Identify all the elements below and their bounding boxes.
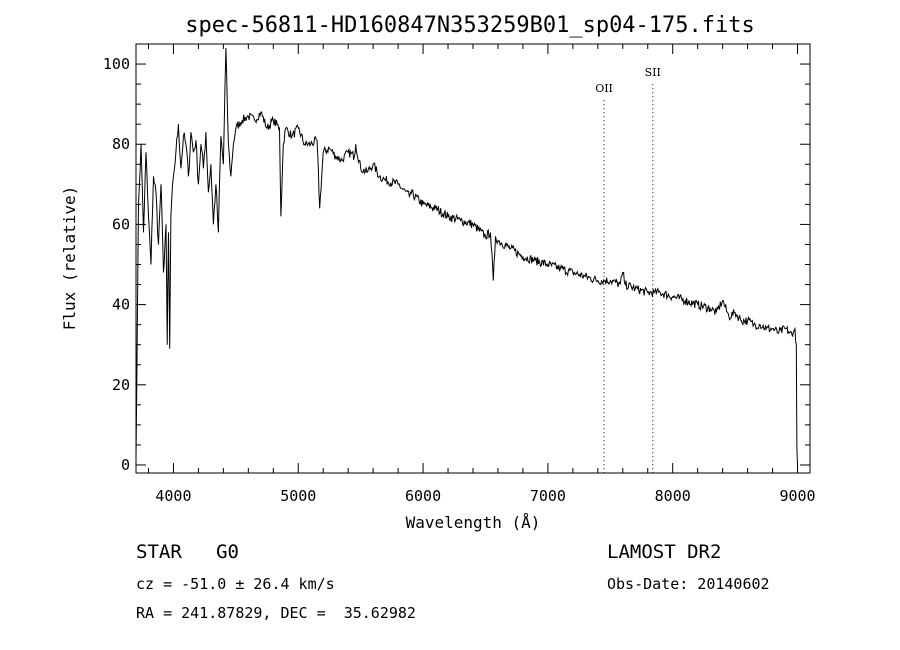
y-tick-label: 100 (103, 55, 130, 73)
x-axis: 4000 5000 6000 7000 8000 9000 (147, 44, 816, 505)
marker-label-sii: SII (645, 66, 661, 79)
y-tick-label: 40 (112, 296, 130, 314)
y-tick-label: 80 (112, 135, 130, 153)
x-tick-label: 7000 (530, 487, 566, 505)
redshift-cz: cz = -51.0 ± 26.4 km/s (136, 575, 335, 593)
y-axis: 0 20 40 60 80 100 (103, 55, 810, 474)
x-tick-label: 4000 (155, 487, 191, 505)
spectrum-line (135, 47, 798, 466)
x-tick-label: 6000 (405, 487, 441, 505)
survey-name: LAMOST DR2 (607, 541, 722, 563)
x-tick-label: 5000 (280, 487, 316, 505)
x-tick-label: 9000 (779, 487, 815, 505)
marker-label-oii: OII (595, 82, 613, 95)
x-tick-label: 8000 (655, 487, 691, 505)
coordinates: RA = 241.87829, DEC = 35.62982 (136, 604, 416, 622)
chart-title: spec-56811-HD160847N353259B01_sp04-175.f… (185, 13, 755, 38)
object-class: STAR G0 (136, 541, 239, 563)
y-tick-label: 0 (121, 456, 130, 474)
x-axis-label: Wavelength (Å) (406, 513, 541, 532)
y-axis-label: Flux (relative) (60, 186, 79, 331)
plot-frame (135, 43, 811, 474)
obs-date: Obs-Date: 20140602 (607, 575, 770, 593)
y-tick-label: 60 (112, 215, 130, 233)
y-tick-label: 20 (112, 376, 130, 394)
line-markers: OII SII (595, 66, 661, 473)
